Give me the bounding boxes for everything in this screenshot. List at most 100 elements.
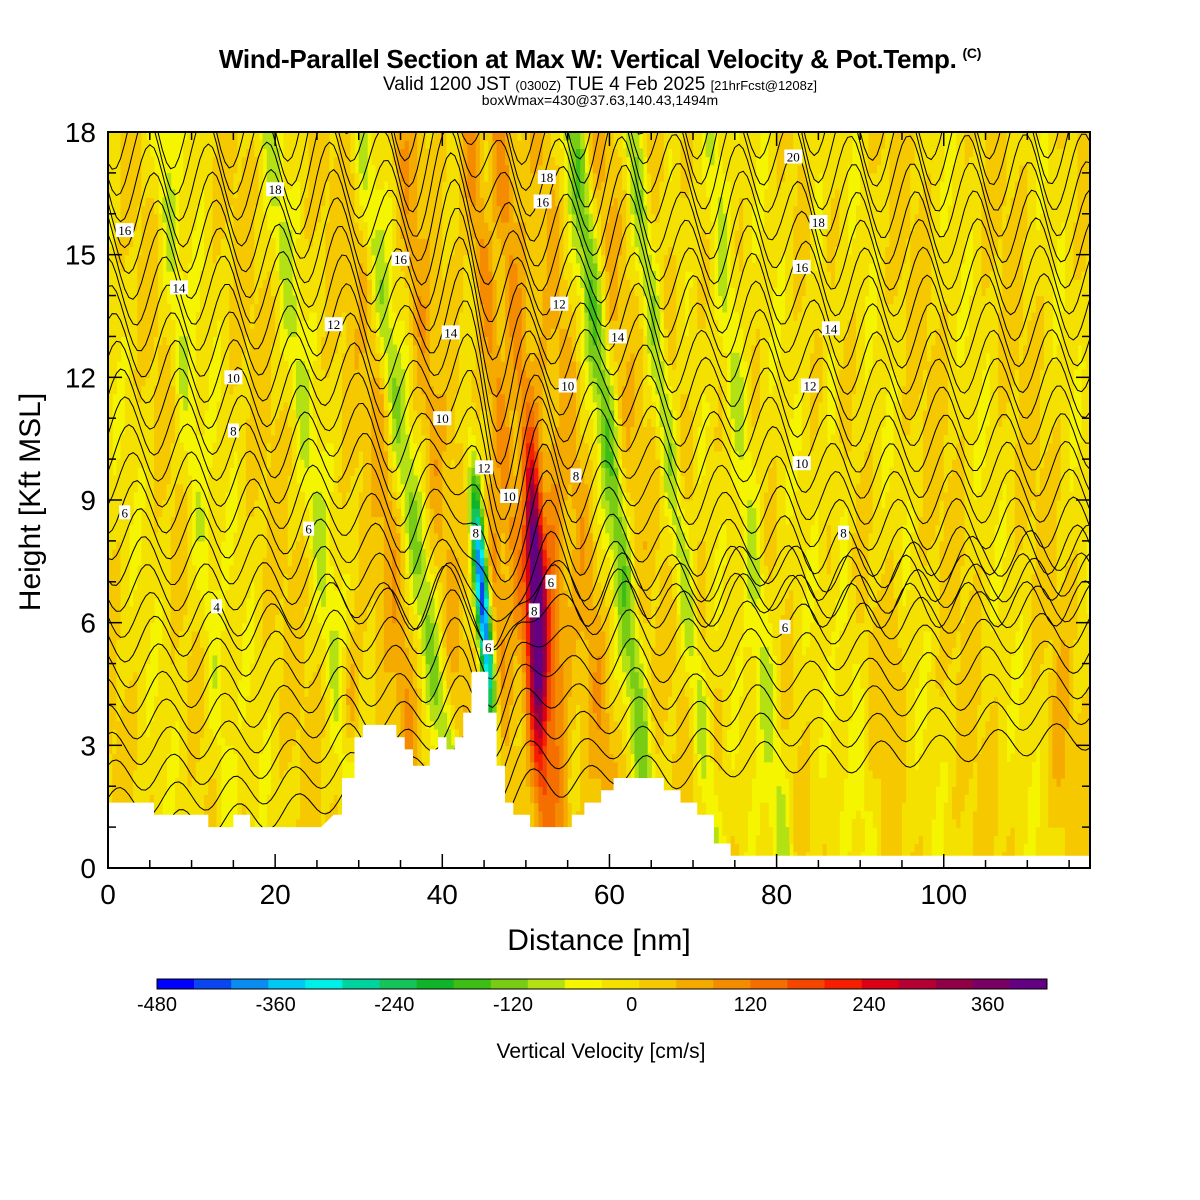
contour-label: 12 — [801, 378, 819, 394]
contour-label-text: 6 — [121, 505, 128, 520]
contour-label: 10 — [433, 411, 452, 426]
colorbar-swatch — [898, 979, 937, 989]
contour-label: 6 — [119, 505, 131, 520]
colorbar-swatch — [602, 979, 640, 989]
contour-label-text: 16 — [536, 195, 550, 210]
axis-ticks — [107, 131, 1090, 869]
y-tick-label: 0 — [80, 853, 96, 884]
colorbar-swatch — [527, 979, 566, 989]
contour-label-text: 20 — [787, 150, 800, 165]
contour-label-text: 10 — [561, 379, 574, 394]
contour-label: 16 — [115, 223, 134, 238]
y-tick-label: 9 — [80, 485, 96, 516]
contour-label: 14 — [821, 321, 840, 336]
y-tick-labels: 0 3 6 9 12 15 18 — [65, 117, 96, 884]
colorbar-swatch — [490, 979, 529, 989]
contour-label-text: 6 — [305, 522, 312, 537]
colorbar-swatch — [750, 979, 788, 989]
contour-label: 4 — [211, 599, 223, 614]
contour-label: 10 — [558, 378, 577, 394]
contour-label-text: 18 — [540, 170, 553, 185]
velocity-field — [108, 132, 1090, 868]
contour-label: 6 — [303, 521, 315, 537]
colorbar-swatch — [453, 979, 492, 989]
colorbar-swatch — [194, 979, 232, 989]
colorbar-swatch — [342, 979, 380, 989]
contour-label-text: 8 — [230, 424, 237, 439]
colorbar-swatch — [268, 979, 306, 989]
colorbar-swatch — [416, 979, 454, 989]
contour-label-text: 8 — [573, 469, 580, 484]
contour-label: 18 — [266, 182, 285, 197]
colorbar-tick-label: 240 — [852, 994, 885, 1016]
contour-label: 6 — [482, 640, 494, 655]
terrain — [108, 671, 1090, 868]
contour-label-text: 6 — [548, 575, 555, 590]
contour-label: 12 — [475, 460, 494, 475]
colorbar-tick-label: -480 — [137, 994, 177, 1016]
contour-label: 14 — [170, 280, 188, 295]
valid-prefix: Valid 1200 JST — [383, 74, 511, 95]
contour-label-text: 10 — [503, 489, 516, 504]
y-tick-label: 18 — [65, 117, 96, 148]
contour-label-text: 14 — [444, 325, 458, 340]
contour-label-text: 4 — [213, 599, 220, 614]
contour-label: 18 — [537, 170, 556, 185]
colorbar-tick-label: -120 — [493, 994, 533, 1016]
contour-label: 6 — [545, 574, 557, 590]
contour-label: 10 — [224, 370, 243, 385]
contour-label: 6 — [779, 619, 791, 635]
colorbar-tick-label: -240 — [374, 994, 414, 1016]
contour-label-text: 6 — [782, 620, 789, 635]
x-tick-label: 40 — [427, 879, 458, 910]
contour-label: 16 — [533, 194, 552, 210]
x-tick-labels: 0 20 40 60 80 100 — [100, 879, 967, 910]
contour-label: 20 — [784, 149, 803, 165]
colorbar-swatch — [157, 979, 195, 989]
x-axis-label: Distance [nm] — [507, 924, 690, 957]
y-axis-label: Height [Kft MSL] — [14, 393, 47, 611]
valid-date: TUE 4 Feb 2025 — [565, 74, 706, 95]
contour-label: 8 — [470, 525, 482, 541]
contour-label: 8 — [528, 603, 540, 618]
copyright-mark: (C) — [962, 45, 982, 62]
colorbar-swatch — [379, 979, 417, 989]
colorbar-tick-label: 0 — [626, 994, 637, 1016]
x-tick-label: 80 — [761, 879, 792, 910]
contour-label-text: 12 — [553, 297, 566, 312]
box-info: boxWmax=430@37.63,140.43,1494m — [481, 92, 719, 108]
contour-label: 8 — [570, 468, 582, 484]
contour-labels: 4668101214161816141012861086810121416182… — [115, 149, 849, 655]
colorbar-swatch — [935, 979, 974, 989]
contour-label: 10 — [792, 456, 811, 471]
contour-label: 18 — [809, 215, 828, 230]
colorbar-tick-labels: -480 -360 -240 -120 0 120 240 360 — [137, 994, 1004, 1016]
x-tick-label: 100 — [920, 879, 967, 910]
colorbar-swatch — [972, 979, 1011, 989]
colorbar-swatch — [787, 979, 825, 989]
x-tick-label: 60 — [594, 879, 625, 910]
colorbar-swatch — [824, 979, 862, 989]
colorbar-label: Vertical Velocity [cm/s] — [497, 1040, 706, 1063]
contour-label-text: 12 — [478, 460, 491, 475]
theta-contours — [108, 132, 1090, 843]
contour-label-text: 10 — [436, 411, 449, 426]
y-tick-label: 15 — [65, 240, 96, 271]
chart-title-text: Wind-Parallel Section at Max W: Vertical… — [218, 44, 957, 74]
contour-label-text: 18 — [812, 215, 825, 230]
contour-label: 16 — [792, 259, 811, 275]
colorbar — [156, 978, 1048, 990]
chart-title: Wind-Parallel Section at Max W: Vertical… — [0, 44, 1200, 75]
contour-label: 16 — [391, 252, 410, 267]
contour-label-text: 8 — [840, 526, 847, 541]
colorbar-swatch — [564, 979, 603, 989]
contour-label-text: 10 — [795, 456, 808, 471]
contour-label: 8 — [838, 525, 849, 541]
contour-label: 14 — [441, 325, 460, 340]
contour-label-text: 12 — [804, 379, 817, 394]
contour-label: 8 — [227, 423, 239, 439]
contour-label-text: 8 — [531, 603, 538, 618]
contour-label-text: 16 — [118, 223, 132, 238]
contour-label: 12 — [324, 317, 343, 332]
